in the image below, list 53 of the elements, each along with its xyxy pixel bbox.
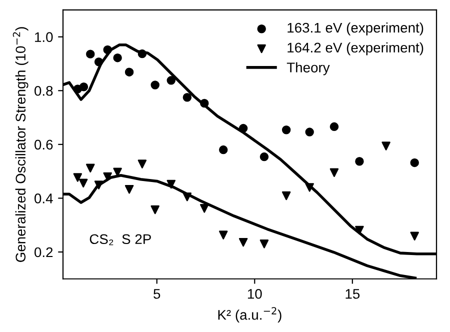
- point: [305, 128, 314, 136]
- y-tick-label: 0.6: [34, 140, 53, 150]
- point: [182, 192, 192, 202]
- annotation: CS₂ S 2P: [90, 234, 151, 246]
- x-tick-label: 5: [154, 289, 160, 299]
- point: [200, 98, 209, 108]
- point: [218, 230, 228, 240]
- legend-label: 163.1 eV (experiment): [288, 22, 424, 36]
- point: [138, 49, 147, 58]
- point: [124, 68, 134, 76]
- point: [410, 158, 419, 168]
- point: [182, 92, 192, 102]
- legend-label: 164.2 eV (experiment): [288, 42, 424, 56]
- point: [238, 238, 248, 247]
- point: [103, 172, 112, 182]
- y-tick-label: 1.0: [35, 32, 53, 42]
- point: [260, 240, 269, 248]
- y-tick-label: 0.2: [34, 247, 53, 258]
- point: [282, 191, 291, 200]
- point: [260, 152, 269, 162]
- point: [305, 183, 314, 192]
- point: [282, 126, 291, 134]
- x-tick-label: 15: [346, 289, 360, 299]
- point: [330, 168, 339, 178]
- point: [113, 53, 122, 62]
- point: [150, 80, 160, 90]
- point: [73, 173, 82, 182]
- point: [200, 204, 209, 213]
- point: [86, 50, 95, 58]
- point: [150, 205, 160, 214]
- point: [218, 145, 228, 154]
- point: [138, 160, 147, 168]
- point: [86, 164, 95, 172]
- point: [78, 178, 88, 188]
- point: [166, 76, 176, 85]
- point: [103, 45, 112, 54]
- y-tick-label: 0.4: [34, 194, 53, 204]
- point: [94, 180, 104, 190]
- y-axis-title: Generalized Oscillator Strength (10$^{−2}$): [12, 27, 28, 262]
- point: [124, 184, 134, 194]
- x-axis-title: K² (a.u.$^{−2}$): [218, 307, 282, 323]
- point: [238, 124, 248, 133]
- x-tick-label: 10: [248, 288, 262, 299]
- point: [382, 142, 390, 150]
- point: [79, 82, 88, 92]
- point: [166, 180, 176, 189]
- y-tick-label: 0.8: [34, 86, 53, 96]
- point: [410, 232, 419, 240]
- point: [94, 57, 104, 66]
- point: [355, 226, 364, 235]
- point: [355, 156, 364, 166]
- point: [330, 122, 339, 132]
- legend-label: Theory: [286, 62, 330, 76]
